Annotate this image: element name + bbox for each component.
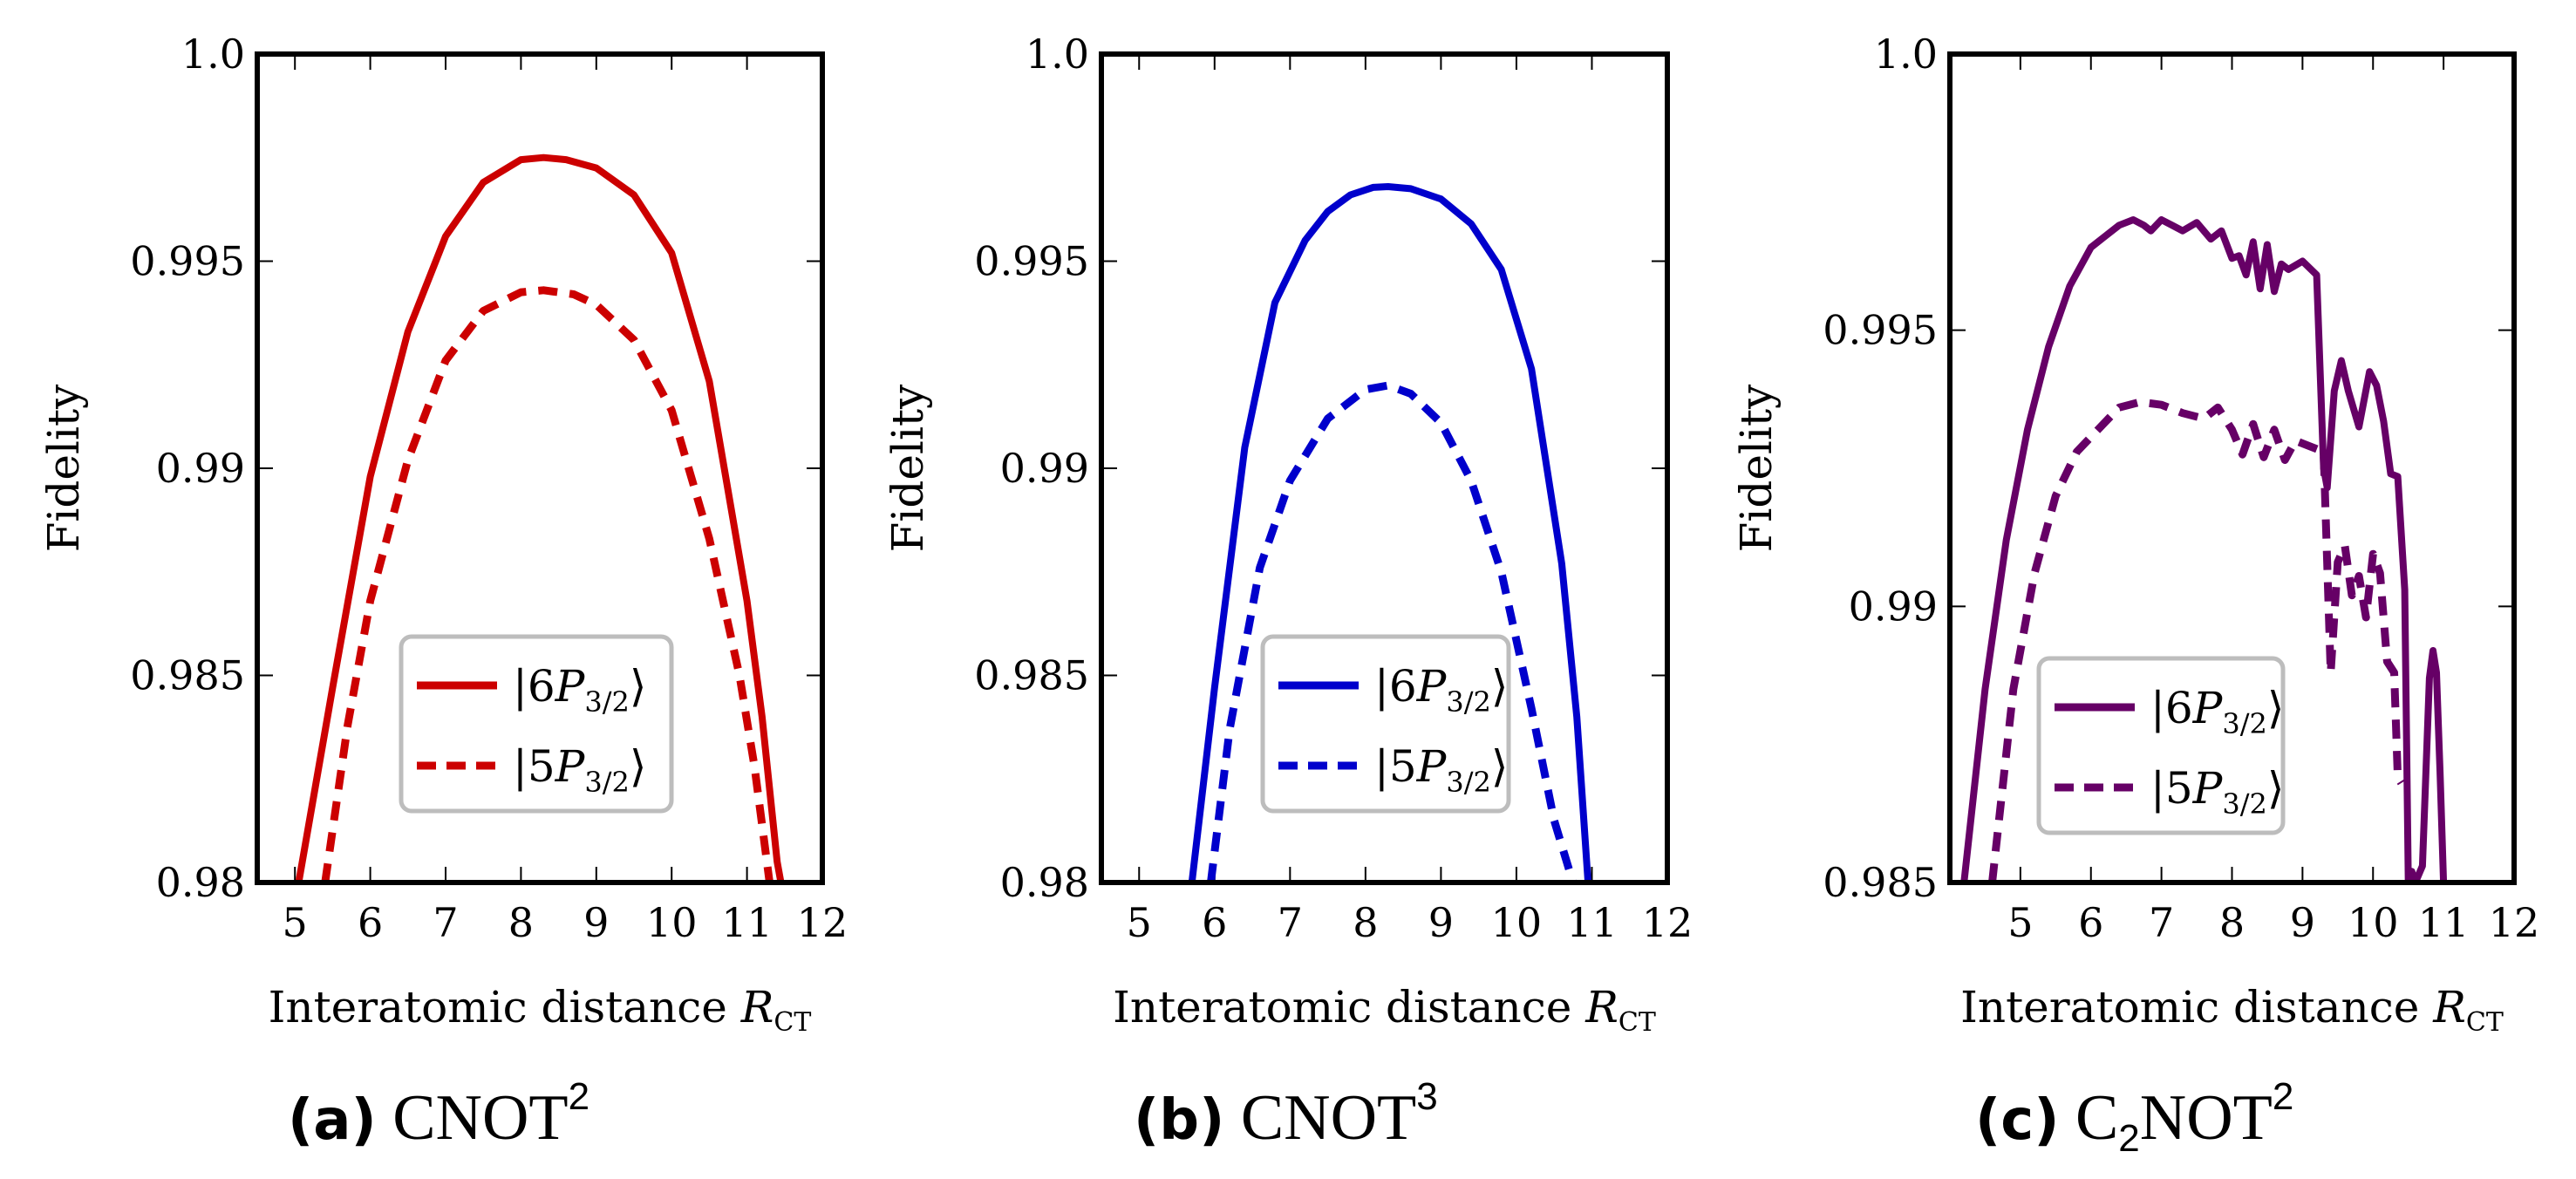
caption-c-text: C [2075, 1082, 2119, 1154]
caption-b-text: CNOT [1240, 1082, 1417, 1154]
legend: |6P3/2⟩ |5P3/2⟩ [1260, 634, 1511, 814]
y-tick-label: 1.0 [1874, 31, 1938, 78]
chart-panel-1: 5 6 7 8 9 10 11 12 0.98 0.985 0.99 0.995 1.0 Interato… [38, 31, 848, 1038]
y-tick-label: 0.99 [1849, 583, 1938, 630]
y-tick-label: 0.995 [974, 238, 1089, 285]
caption-c-sub: 2 [2118, 1117, 2140, 1160]
legend-label-6p: |6P3/2⟩ [513, 661, 646, 719]
chart-panel-2: 5 6 7 8 9 10 11 12 0.98 0.985 0.99 0.995 1.0 Interato… [883, 31, 1693, 1038]
x-axis-label: Interatomic distance RCT [269, 982, 812, 1038]
plot-frame [1099, 51, 1670, 885]
x-tick-label: 6 [358, 899, 383, 946]
x-tick-label: 7 [1278, 899, 1303, 946]
x-tick-label: 5 [2007, 899, 2033, 946]
x-tick-label: 11 [1566, 899, 1618, 946]
y-tick-label: 0.98 [1000, 859, 1089, 906]
y-tick-label: 0.99 [156, 445, 245, 492]
x-axis-label: Interatomic distance RCT [1960, 982, 2504, 1038]
chart-panel-3: 5 6 7 8 9 10 11 12 0.985 0.99 0.995 1.0 Interatomic … [1731, 31, 2539, 1038]
y-tick-label: 0.995 [1823, 307, 1938, 354]
y-tick-label: 0.985 [1823, 859, 1938, 906]
y-tick-label: 0.995 [130, 238, 245, 285]
x-tick-label: 5 [1127, 899, 1152, 946]
x-tick-label: 12 [1642, 899, 1693, 946]
caption-c-sup: 2 [2272, 1075, 2294, 1118]
x-tick-label: 12 [797, 899, 848, 946]
legend-box [399, 634, 674, 814]
legend-label-5p: |5P3/2⟩ [2150, 763, 2284, 821]
x-tick-label: 12 [2489, 899, 2540, 946]
caption-a-text: CNOT [392, 1082, 569, 1154]
series-line-6p [295, 153, 785, 883]
caption-c-label: (c) [1975, 1088, 2060, 1153]
caption-c-text2: NOT [2139, 1082, 2273, 1154]
series-line-6p [1960, 216, 2448, 883]
x-tick-label: 9 [1428, 899, 1454, 946]
legend-label-5p: |5P3/2⟩ [1374, 741, 1508, 799]
x-tick-label: 6 [1202, 899, 1227, 946]
legend-label-6p: |6P3/2⟩ [2150, 683, 2284, 740]
series-line-5p [1988, 398, 2405, 883]
y-axis-label: Fidelity [1731, 384, 1782, 552]
caption-b-label: (b) [1134, 1088, 1225, 1153]
caption-a: (a) CNOT2 [288, 1078, 589, 1155]
x-tick-label: 8 [508, 899, 534, 946]
series-line-6p [1188, 183, 1592, 883]
legend: |6P3/2⟩ |5P3/2⟩ [399, 634, 674, 814]
x-tick-label: 11 [721, 899, 773, 946]
x-tick-label: 11 [2418, 899, 2470, 946]
y-axis-label: Fidelity [38, 384, 89, 552]
caption-a-label: (a) [288, 1088, 377, 1153]
legend: |6P3/2⟩ |5P3/2⟩ [2036, 656, 2286, 835]
caption-b-sup: 3 [1416, 1075, 1438, 1118]
x-tick-label: 10 [646, 899, 698, 946]
caption-b: (b) CNOT3 [1134, 1078, 1438, 1155]
x-tick-label: 6 [2078, 899, 2103, 946]
x-tick-label: 10 [2348, 899, 2399, 946]
y-tick-label: 0.99 [1000, 445, 1089, 492]
x-tick-label: 8 [2219, 899, 2245, 946]
legend-label-6p: |6P3/2⟩ [1374, 661, 1508, 719]
x-tick-label: 7 [433, 899, 458, 946]
y-tick-label: 1.0 [181, 31, 245, 78]
caption-a-sup: 2 [568, 1075, 590, 1118]
y-axis-label: Fidelity [883, 384, 933, 552]
series-line-5p [321, 286, 773, 883]
x-tick-label: 8 [1353, 899, 1378, 946]
caption-c: (c) C2NOT2 [1975, 1078, 2293, 1158]
x-axis-label: Interatomic distance RCT [1113, 982, 1656, 1038]
y-tick-label: 0.985 [974, 652, 1089, 699]
x-tick-label: 9 [2290, 899, 2315, 946]
x-tick-label: 9 [583, 899, 609, 946]
x-tick-label: 7 [2149, 899, 2174, 946]
legend-label-5p: |5P3/2⟩ [513, 741, 646, 799]
series-line-5p [1207, 381, 1578, 883]
x-tick-label: 10 [1491, 899, 1543, 946]
y-tick-label: 0.98 [156, 859, 245, 906]
y-tick-label: 0.985 [130, 652, 245, 699]
y-tick-label: 1.0 [1026, 31, 1089, 78]
plot-frame [255, 51, 825, 885]
plot-frame [1947, 51, 2517, 885]
x-tick-label: 5 [283, 899, 308, 946]
